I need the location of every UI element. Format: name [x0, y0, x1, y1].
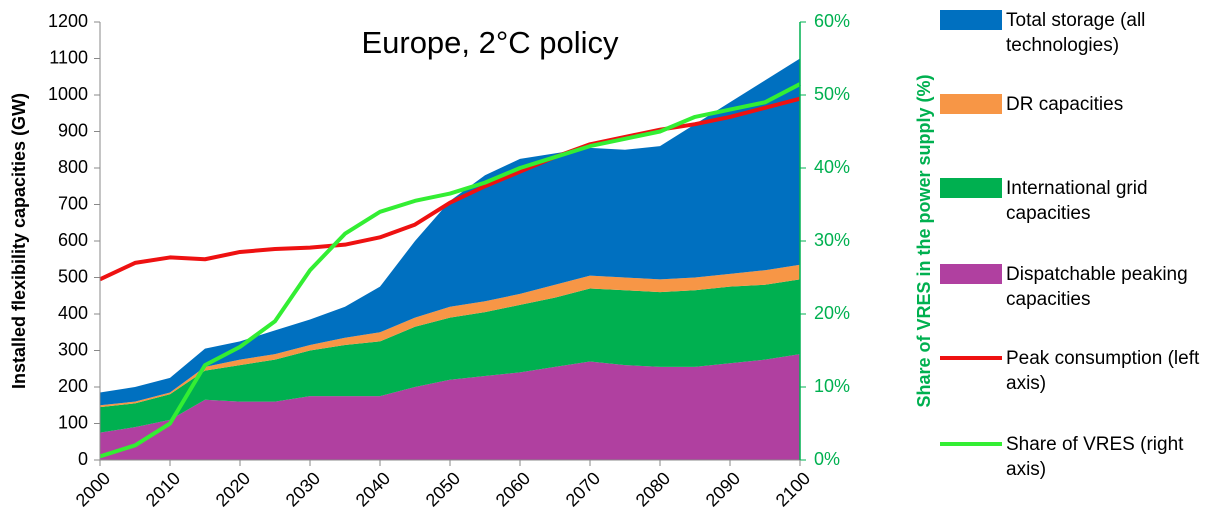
y2-tick-label: 30%: [814, 230, 850, 250]
legend-label: Dispatchable peaking capacities: [1006, 264, 1188, 310]
x-tick-label: 2040: [352, 468, 394, 510]
y-tick-label: 100: [58, 412, 88, 432]
legend-label: Peak consumption (left axis): [1006, 348, 1200, 394]
legend-swatch: [940, 10, 1002, 30]
legend-swatch: [940, 442, 1002, 446]
x-tick-label: 2000: [72, 468, 114, 510]
y-tick-label: 400: [58, 303, 88, 323]
y-tick-label: 0: [78, 449, 88, 469]
legend-swatch: [940, 264, 1002, 284]
area: [100, 279, 800, 433]
y2-tick-label: 40%: [814, 157, 850, 177]
y-tick-label: 800: [58, 157, 88, 177]
x-tick-label: 2050: [422, 468, 464, 510]
y-tick-label: 500: [58, 266, 88, 286]
y2-axis-title: Share of VRES in the power supply (%): [914, 74, 934, 407]
y-tick-label: 1000: [48, 84, 88, 104]
y-tick-label: 1200: [48, 11, 88, 31]
area: [100, 354, 800, 460]
legend-label: International grid capacities: [1006, 178, 1148, 224]
area: [100, 58, 800, 406]
legend-swatch: [940, 356, 1002, 360]
x-tick-label: 2080: [632, 468, 674, 510]
plot: Europe, 2°C policy Installed flexibility…: [9, 11, 934, 511]
legend-label: Share of VRES (right axis): [1006, 434, 1184, 480]
x-tick-label: 2090: [702, 468, 744, 510]
legend-item: Total storage (all technologies): [940, 8, 1226, 58]
legend-label: Total storage (all technologies): [1006, 10, 1146, 56]
chart-title: Europe, 2°C policy: [361, 25, 619, 60]
y-tick-label: 600: [58, 230, 88, 250]
legend-item: Share of VRES (right axis): [940, 432, 1226, 482]
legend-label: DR capacities: [1006, 94, 1124, 115]
x-tick-label: 2100: [772, 468, 814, 510]
y-tick-label: 200: [58, 376, 88, 396]
y-tick-label: 900: [58, 120, 88, 140]
x-tick-label: 2070: [562, 468, 604, 510]
x-tick-label: 2020: [212, 468, 254, 510]
area: [100, 264, 800, 408]
y2-tick-label: 60%: [814, 11, 850, 31]
y2-tick-label: 0%: [814, 449, 840, 469]
y-axis-title: Installed flexibility capacities (GW): [9, 93, 29, 389]
x-tick-label: 2010: [142, 468, 184, 510]
legend-item: Peak consumption (left axis): [940, 346, 1226, 396]
y-tick-label: 700: [58, 193, 88, 213]
x-tick-label: 2060: [492, 468, 534, 510]
line: [99, 96, 801, 282]
y2-tick-label: 10%: [814, 376, 850, 396]
legend-swatch: [940, 94, 1002, 114]
legend-item: DR capacities: [940, 92, 1226, 117]
y-tick-label: 1100: [49, 47, 88, 67]
x-tick-label: 2030: [282, 468, 324, 510]
y-tick-label: 300: [58, 339, 88, 359]
line: [99, 82, 801, 459]
legend-item: Dispatchable peaking capacities: [940, 262, 1226, 312]
y2-tick-label: 20%: [814, 303, 850, 323]
legend-item: International grid capacities: [940, 176, 1226, 226]
legend-swatch: [940, 178, 1002, 198]
y2-tick-label: 50%: [814, 84, 850, 104]
